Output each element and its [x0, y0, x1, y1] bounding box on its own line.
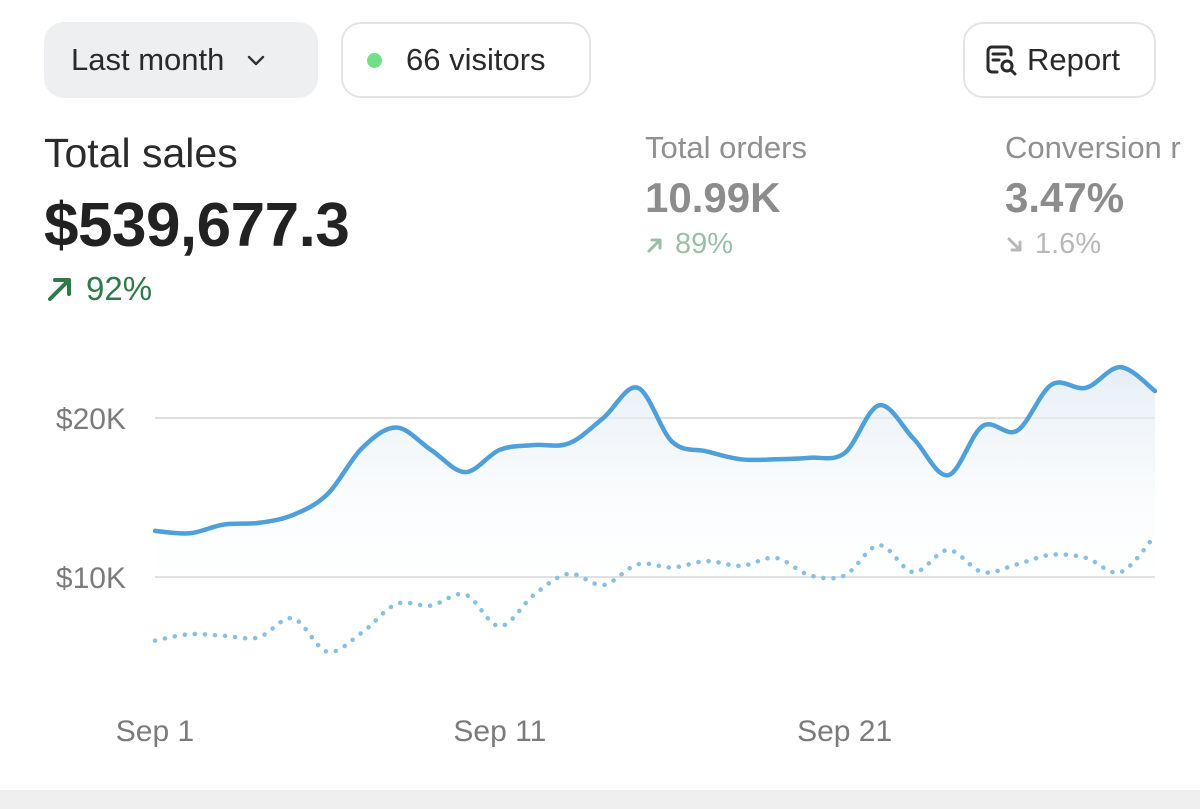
- chevron-down-icon: [244, 48, 268, 72]
- total-orders-change-value: 89%: [675, 228, 734, 260]
- report-button[interactable]: Report: [963, 22, 1156, 98]
- y-tick-label: $10K: [56, 562, 126, 595]
- total-orders-label: Total orders: [645, 130, 807, 165]
- series-area: [155, 367, 1155, 609]
- date-range-dropdown[interactable]: Last month: [44, 22, 318, 98]
- total-orders-value: 10.99K: [645, 174, 781, 221]
- arrow-up-right-icon: [44, 273, 76, 305]
- arrow-down-right-icon: [1005, 235, 1025, 255]
- total-sales-value: $539,677.3: [44, 191, 350, 260]
- live-visitors-button[interactable]: 66 visitors: [341, 22, 591, 98]
- date-range-label: Last month: [71, 42, 225, 77]
- conversion-rate-change-value: 1.6%: [1035, 228, 1102, 260]
- report-label: Report: [1027, 42, 1121, 77]
- series-line-previous: [152, 533, 1158, 655]
- report-search-icon: [983, 42, 1019, 78]
- arrow-up-right-icon: [645, 235, 665, 255]
- bottom-bar: [0, 790, 1200, 809]
- conversion-rate-label: Conversion r: [1005, 130, 1181, 165]
- live-status-dot-icon: [367, 52, 382, 68]
- total-sales-change-value: 92%: [86, 270, 153, 307]
- x-tick-label: Sep 1: [116, 715, 194, 748]
- series-line-current: [152, 364, 1158, 536]
- visitors-count: 66 visitors: [406, 42, 546, 77]
- y-tick-label: $20K: [56, 403, 126, 436]
- sales-line-chart[interactable]: $20K $10K Sep 1 Sep 11 Sep 21: [0, 340, 1200, 760]
- x-tick-label: Sep 21: [797, 715, 892, 748]
- conversion-rate-metric[interactable]: Conversion r 3.47% 1.6%: [1005, 130, 1200, 261]
- total-orders-change: 89%: [645, 228, 807, 261]
- conversion-rate-change: 1.6%: [1005, 228, 1200, 261]
- total-sales-change: 92%: [44, 270, 152, 308]
- conversion-rate-value: 3.47%: [1005, 174, 1125, 221]
- total-sales-label: Total sales: [44, 130, 238, 176]
- total-orders-metric[interactable]: Total orders 10.99K 89%: [645, 130, 807, 261]
- x-tick-label: Sep 11: [453, 715, 546, 748]
